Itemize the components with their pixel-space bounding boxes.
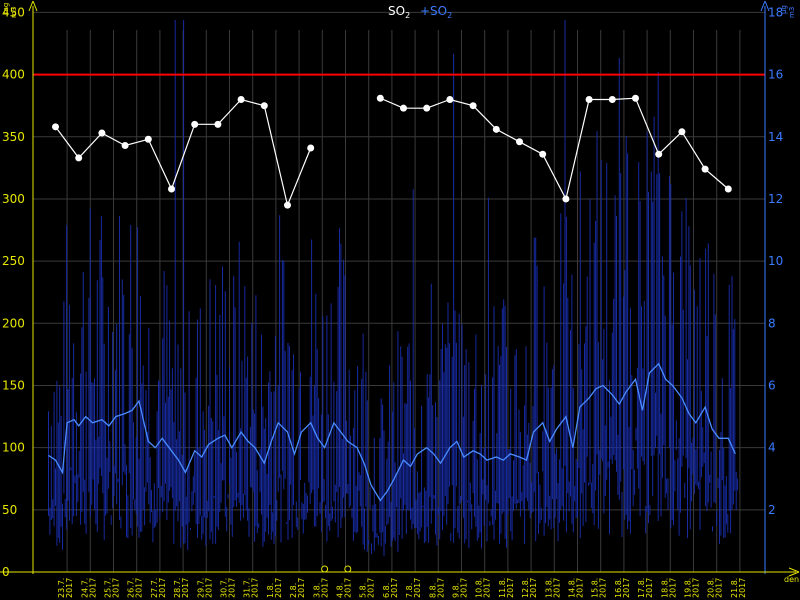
x-tick-label: 25.7.2017 — [104, 578, 121, 598]
series-daily-point — [284, 201, 291, 209]
y-left-axis-arrow — [28, 0, 38, 12]
y-right-tick-label: 8 — [768, 316, 776, 330]
series-daily-point — [446, 95, 454, 103]
series-daily-point — [144, 135, 152, 143]
series-daily-point — [400, 104, 407, 112]
x-tick-label: 31.7.2017 — [243, 578, 260, 598]
series-daily-point — [516, 138, 523, 146]
series-daily-point — [121, 141, 129, 149]
y-right-tick-label: 2 — [768, 503, 776, 517]
x-axis-arrow — [788, 567, 800, 577]
series-daily-point — [98, 129, 106, 137]
series-daily-point — [632, 94, 639, 102]
series-daily-line — [380, 97, 729, 201]
y-left-tick-label: 50 — [2, 503, 17, 517]
raw-spikes — [48, 20, 739, 557]
y-left-tick-label: 250 — [2, 254, 25, 268]
left-unit-numerator: mg — [2, 3, 10, 14]
chart-title-secondary: +SO2 — [420, 4, 452, 20]
missing-data-marker — [344, 565, 352, 573]
x-tick-label: 16.8.2017 — [614, 578, 631, 598]
x-tick-label: 10.8.2017 — [475, 578, 492, 598]
y-left-tick-label: 0 — [2, 565, 10, 579]
series-daily-point — [75, 154, 83, 162]
tick-labels: 0 50 100 150 200 250 300 350 400 450 2 4 6 8 10 12 14 16 1… — [2, 5, 783, 598]
series-daily-point — [539, 150, 547, 158]
series-daily-point — [307, 144, 315, 152]
series-daily-point — [423, 104, 431, 112]
x-tick-label: 19.8.2017 — [684, 578, 701, 598]
x-tick-label: 30.7.2017 — [220, 578, 237, 598]
x-tick-label: 24.7.2017 — [80, 578, 97, 598]
series-daily-point — [52, 123, 59, 131]
y-right-tick-label: 6 — [768, 378, 776, 392]
series-daily-point — [585, 95, 593, 103]
x-tick-label: 20.8.2017 — [707, 578, 724, 598]
missing-data-marker — [321, 565, 329, 573]
y-left-tick-label: 400 — [2, 68, 25, 82]
series-daily-point — [168, 185, 175, 193]
series-layer — [48, 94, 736, 573]
x-tick-label: 11.8.2017 — [498, 578, 515, 598]
series-daily-point — [376, 94, 384, 102]
y-right-tick-label: 10 — [768, 254, 783, 268]
y-left-tick-label: 350 — [2, 130, 25, 144]
series-daily-point — [492, 125, 500, 133]
x-tick-label: 27.7.2017 — [150, 578, 167, 598]
series-daily-point — [191, 120, 199, 128]
x-tick-label: 1.8.2017 — [266, 578, 283, 598]
x-tick-label: 28.7.2017 — [173, 578, 190, 598]
x-tick-label: 26.7.2017 — [127, 578, 144, 598]
x-tick-label: 12.8.2017 — [521, 578, 538, 598]
series-daily-point — [260, 102, 268, 110]
y-right-tick-label: 18 — [768, 5, 783, 19]
raw-data-spikes — [48, 20, 739, 557]
series-daily-point — [678, 128, 686, 136]
right-unit-denominator: m3 — [788, 7, 796, 18]
y-left-tick-label: 450 — [2, 5, 25, 19]
x-tick-label: 9.8.2017 — [452, 578, 469, 598]
series-daily-line — [55, 98, 312, 208]
x-tick-label: 14.8.2017 — [568, 578, 585, 598]
series-daily-point — [237, 95, 245, 103]
y-left-tick-label: 300 — [2, 192, 25, 206]
x-tick-label: 8.8.2017 — [428, 578, 445, 598]
x-tick-label: 3.8.2017 — [312, 578, 329, 598]
right-unit-numerator: μg — [780, 5, 788, 14]
chart-title-primary: SO2 — [388, 4, 410, 20]
series-daily-point — [724, 185, 732, 193]
x-tick-label: 5.8.2017 — [359, 578, 376, 598]
series-daily-point — [469, 102, 477, 110]
series-hourly-line — [48, 362, 736, 502]
y-left-tick-label: 100 — [2, 441, 25, 455]
x-tick-label: 7.8.2017 — [405, 578, 422, 598]
x-tick-label: 4.8.2017 — [336, 578, 353, 598]
y-left-tick-label: 150 — [2, 378, 25, 392]
x-tick-label: 17.8.2017 — [637, 578, 654, 598]
x-tick-label: 23.7.2017 — [57, 578, 74, 598]
x-tick-label: 15.8.2017 — [591, 578, 608, 598]
series-daily-point — [608, 95, 616, 103]
y-right-tick-label: 4 — [768, 441, 776, 455]
x-axis-label: den — [784, 575, 799, 584]
y-left-tick-label: 200 — [2, 316, 25, 330]
series-daily-point — [562, 195, 570, 203]
y-right-axis-arrow — [760, 0, 770, 12]
y-right-tick-label: 16 — [768, 68, 783, 82]
series-daily-point — [655, 150, 663, 158]
left-unit-denominator: m3 — [10, 7, 18, 18]
series-daily-point — [214, 120, 222, 128]
x-tick-label: 21.8.2017 — [730, 578, 747, 598]
series-daily-point — [701, 165, 709, 173]
x-tick-label: 29.7.2017 — [196, 578, 213, 598]
y-right-tick-label: 12 — [768, 192, 783, 206]
axes — [0, 0, 800, 577]
x-tick-label: 13.8.2017 — [544, 578, 561, 598]
y-right-tick-label: 14 — [768, 130, 783, 144]
x-tick-label: 18.8.2017 — [660, 578, 677, 598]
x-tick-label: 2.8.2017 — [289, 578, 306, 598]
x-tick-label: 6.8.2017 — [382, 578, 399, 598]
